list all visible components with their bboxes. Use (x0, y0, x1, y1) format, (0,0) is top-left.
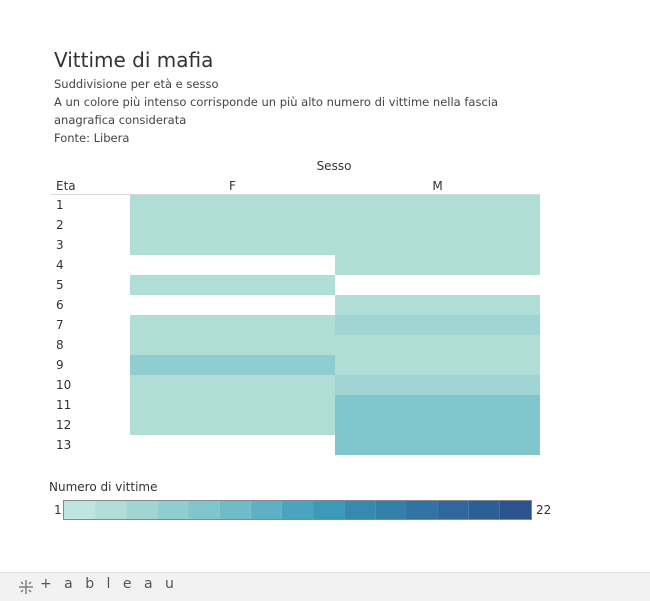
heatmap-cell-M-13[interactable] (335, 435, 540, 455)
color-legend-step (406, 501, 438, 519)
heatmap-cell-F-11[interactable] (130, 395, 335, 415)
heatmap-cell-F-5[interactable] (130, 275, 335, 295)
column-label-F: F (229, 179, 236, 193)
row-label-11: 11 (56, 398, 71, 412)
row-label-12: 12 (56, 418, 71, 432)
row-label-6: 6 (56, 298, 64, 312)
heatmap-cell-M-7[interactable] (335, 315, 540, 335)
row-axis-label: Eta (56, 179, 76, 193)
color-legend-title: Numero di vittime (49, 480, 158, 494)
row-label-9: 9 (56, 358, 64, 372)
color-legend-max-label: 22 (536, 503, 551, 517)
heatmap-cell-M-12[interactable] (335, 415, 540, 435)
column-group-label: Sesso (317, 159, 352, 173)
heatmap-cell-M-6[interactable] (335, 295, 540, 315)
tableau-logo-icon[interactable] (18, 579, 34, 595)
chart-source: Fonte: Libera (54, 131, 130, 145)
color-legend-step (250, 501, 282, 519)
heatmap-cell-M-9[interactable] (335, 355, 540, 375)
heatmap-cell-M-10[interactable] (335, 375, 540, 395)
color-legend-step (344, 501, 376, 519)
color-legend-step (437, 501, 469, 519)
row-label-5: 5 (56, 278, 64, 292)
column-label-M: M (432, 179, 442, 193)
color-legend-step (313, 501, 345, 519)
heatmap-cell-F-12[interactable] (130, 415, 335, 435)
row-label-1: 1 (56, 198, 64, 212)
color-legend-border (63, 500, 532, 520)
heatmap-cells (130, 195, 540, 455)
tableau-brand[interactable]: + a b l e a u (40, 576, 178, 592)
color-legend-step (219, 501, 251, 519)
row-label-8: 8 (56, 338, 64, 352)
chart-subtitle: Suddivisione per età e sesso (54, 77, 219, 91)
row-label-2: 2 (56, 218, 64, 232)
color-legend-step (126, 501, 158, 519)
chart-title: Vittime di mafia (54, 48, 214, 72)
color-legend-step (375, 501, 407, 519)
row-label-7: 7 (56, 318, 64, 332)
heatmap-cell-F-2[interactable] (130, 215, 335, 235)
color-legend-min-label: 1 (54, 503, 62, 517)
heatmap-cell-M-2[interactable] (335, 215, 540, 235)
color-legend-step (157, 501, 189, 519)
heatmap-cell-F-3[interactable] (130, 235, 335, 255)
heatmap-cell-F-9[interactable] (130, 355, 335, 375)
row-label-4: 4 (56, 258, 64, 272)
row-label-10: 10 (56, 378, 71, 392)
row-label-3: 3 (56, 238, 64, 252)
color-legend-step (188, 501, 220, 519)
color-legend-step (499, 501, 531, 519)
footer-bar: + a b l e a u (0, 572, 650, 601)
color-legend-step (64, 501, 96, 519)
heatmap-cell-M-4[interactable] (335, 255, 540, 275)
color-legend-step (468, 501, 500, 519)
chart-description-line-1: A un colore più intenso corrisponde un p… (54, 95, 499, 109)
color-legend-step (281, 501, 314, 519)
color-legend[interactable] (63, 500, 532, 520)
chart-description-line-2: anagrafica considerata (54, 113, 187, 127)
color-legend-step (95, 501, 127, 519)
heatmap-cell-M-8[interactable] (335, 335, 540, 355)
heatmap-cell-F-1[interactable] (130, 195, 335, 215)
heatmap-cell-M-3[interactable] (335, 235, 540, 255)
heatmap-cell-M-11[interactable] (335, 395, 540, 415)
heatmap-cell-F-7[interactable] (130, 315, 335, 335)
heatmap-cell-M-1[interactable] (335, 195, 540, 215)
heatmap-cell-F-10[interactable] (130, 375, 335, 395)
row-label-13: 13 (56, 438, 71, 452)
heatmap-cell-F-8[interactable] (130, 335, 335, 355)
